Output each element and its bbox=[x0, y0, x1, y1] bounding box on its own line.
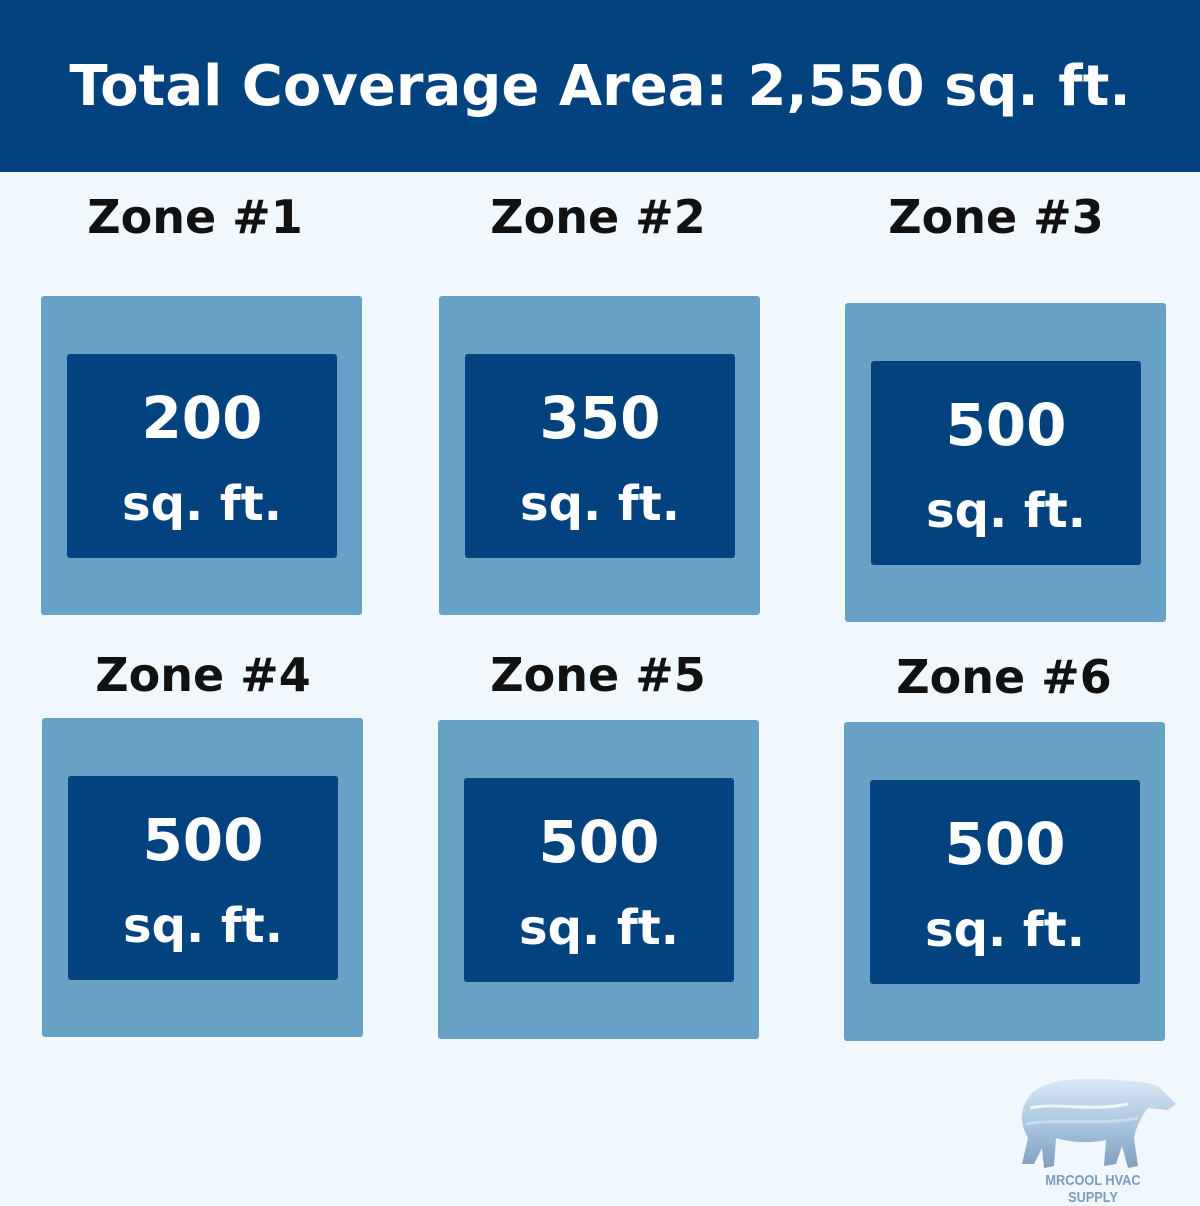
zone-3-box: 500 sq. ft. bbox=[845, 303, 1166, 622]
zone-6-label: Zone #6 bbox=[896, 650, 1112, 704]
zone-3-unit: sq. ft. bbox=[926, 483, 1086, 539]
zone-1-box: 200 sq. ft. bbox=[41, 296, 362, 615]
zone-1-label: Zone #1 bbox=[87, 190, 303, 244]
zone-4-area-panel: 500 sq. ft. bbox=[68, 776, 338, 980]
zone-3-area-panel: 500 sq. ft. bbox=[871, 361, 1141, 565]
zone-3-area: 500 bbox=[945, 391, 1067, 459]
zone-4-unit: sq. ft. bbox=[123, 898, 283, 954]
zone-6-box: 500 sq. ft. bbox=[844, 722, 1165, 1041]
polar-bear-icon bbox=[1022, 1078, 1176, 1168]
zone-1-area-panel: 200 sq. ft. bbox=[67, 354, 337, 558]
zone-2-label: Zone #2 bbox=[490, 190, 706, 244]
zone-4-box: 500 sq. ft. bbox=[42, 718, 363, 1037]
zone-2-box: 350 sq. ft. bbox=[439, 296, 760, 615]
zone-6-unit: sq. ft. bbox=[925, 902, 1085, 958]
zone-3-label: Zone #3 bbox=[888, 190, 1104, 244]
zone-5-area-panel: 500 sq. ft. bbox=[464, 778, 734, 982]
zone-5-box: 500 sq. ft. bbox=[438, 720, 759, 1039]
zone-4-label: Zone #4 bbox=[95, 648, 311, 702]
zone-2-area: 350 bbox=[539, 384, 661, 452]
zone-2-area-panel: 350 sq. ft. bbox=[465, 354, 735, 558]
zone-5-unit: sq. ft. bbox=[519, 900, 679, 956]
zone-5-area: 500 bbox=[538, 808, 660, 876]
zone-2-unit: sq. ft. bbox=[520, 476, 680, 532]
logo-text: MRCOOL HVAC SUPPLY bbox=[1045, 1172, 1141, 1206]
zone-1-unit: sq. ft. bbox=[122, 476, 282, 532]
page-title: Total Coverage Area: 2,550 sq. ft. bbox=[0, 0, 1200, 172]
zone-6-area-panel: 500 sq. ft. bbox=[870, 780, 1140, 984]
zone-5-label: Zone #5 bbox=[490, 648, 706, 702]
zone-6-area: 500 bbox=[944, 810, 1066, 878]
zone-4-area: 500 bbox=[142, 806, 264, 874]
zone-1-area: 200 bbox=[141, 384, 263, 452]
